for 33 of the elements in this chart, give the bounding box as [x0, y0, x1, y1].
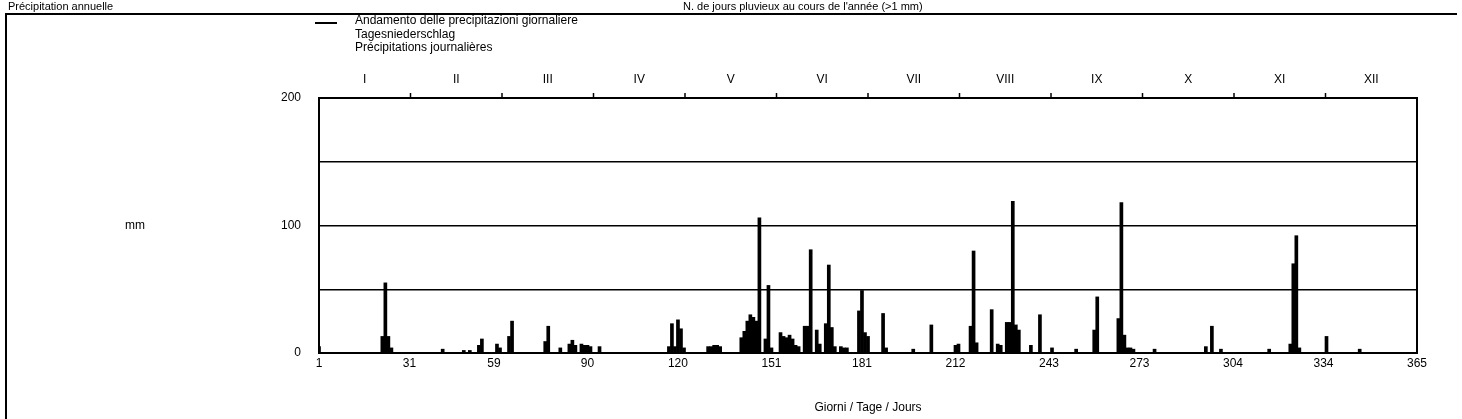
text: I: [363, 72, 367, 87]
text: III: [542, 72, 553, 87]
text: VIII: [996, 72, 1015, 87]
legend-label: Andamento delle precipitazioni giornaliere Tagesniederschlag Précipitations journalières: [355, 13, 578, 55]
text: Précipitation annuelle: [8, 0, 114, 12]
text: XI: [1274, 72, 1286, 87]
text: N. de jours pluvieux au cours de l'année (>1 mm): [683, 0, 923, 12]
x-tick-label: 273: [1129, 355, 1150, 370]
x-tick-label: 304: [1222, 355, 1244, 370]
x-tick-label: 120: [667, 355, 689, 370]
x-tick-label: 212: [945, 355, 966, 370]
text: II: [452, 72, 460, 87]
text: XII: [1363, 72, 1379, 87]
text: X: [1184, 72, 1193, 87]
x-axis-title: Giorni / Tage / Jours: [814, 400, 922, 415]
x-tick-label: 181: [851, 355, 873, 370]
x-tick-label: 90: [580, 355, 595, 370]
x-tick-label: 365: [1406, 355, 1428, 370]
text: mm: [125, 217, 145, 232]
text: VII: [906, 72, 922, 87]
text: IX: [1091, 72, 1103, 87]
x-tick-label: 1: [315, 355, 323, 370]
text: IV: [633, 72, 645, 87]
x-tick-label: 334: [1313, 355, 1334, 370]
x-tick-label: 31: [402, 355, 417, 370]
text: VI: [816, 72, 828, 87]
x-tick-label: 59: [487, 355, 501, 370]
x-tick-label: 151: [761, 355, 782, 370]
text: V: [726, 72, 735, 87]
y-tick-label: 200: [280, 90, 302, 105]
x-tick-label: 243: [1038, 355, 1060, 370]
y-tick-label: 0: [294, 345, 302, 360]
y-tick-label: 100: [280, 217, 302, 232]
